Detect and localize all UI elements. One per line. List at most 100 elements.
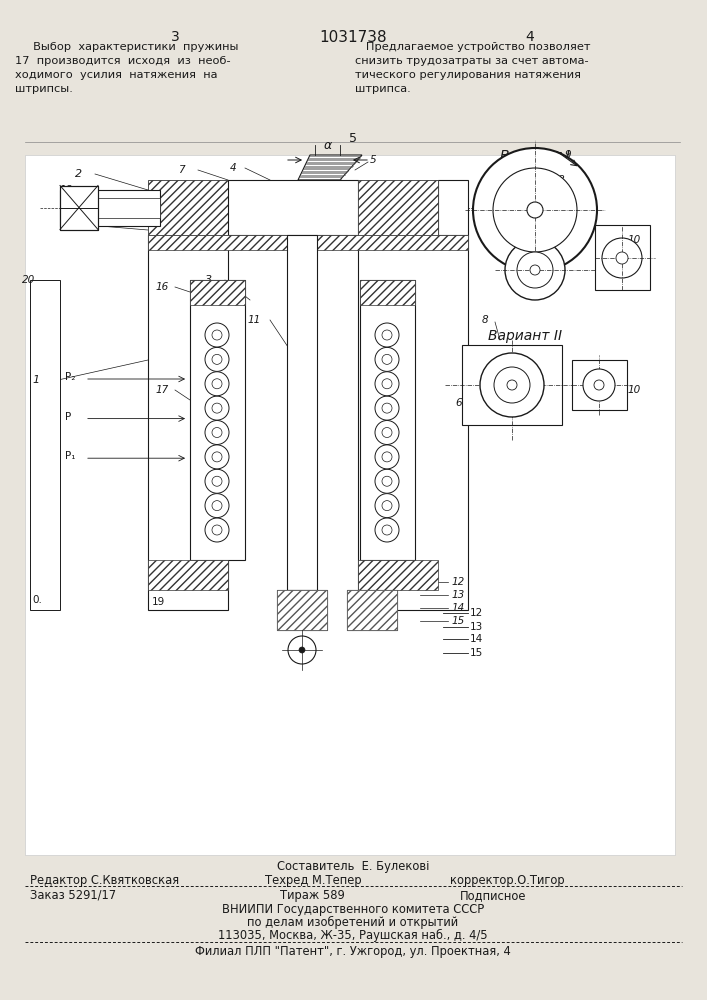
Circle shape [205, 323, 229, 347]
Text: Подписное: Подписное [460, 889, 527, 902]
Circle shape [205, 469, 229, 493]
Circle shape [375, 494, 399, 518]
Bar [287, 235, 317, 590]
Circle shape [382, 525, 392, 535]
Text: 8: 8 [558, 175, 565, 185]
Bar [60, 186, 98, 230]
Text: 17: 17 [155, 385, 168, 395]
Circle shape [530, 265, 540, 275]
Circle shape [382, 330, 392, 340]
Text: 0.: 0. [32, 595, 42, 605]
Text: 11: 11 [248, 315, 262, 325]
Circle shape [205, 494, 229, 518]
Circle shape [212, 525, 222, 535]
Circle shape [299, 647, 305, 653]
Circle shape [382, 403, 392, 413]
Circle shape [480, 353, 544, 417]
Text: 15: 15 [452, 616, 465, 626]
Bar [148, 180, 228, 235]
Text: Филиал ПЛП "Патент", г. Ужгород, ул. Проектная, 4: Филиал ПЛП "Патент", г. Ужгород, ул. Про… [195, 945, 511, 958]
Text: 20: 20 [22, 275, 35, 285]
Circle shape [507, 380, 517, 390]
Bar [25, 155, 675, 855]
Text: 2: 2 [75, 169, 82, 179]
Bar [358, 180, 438, 235]
Text: 1031738: 1031738 [319, 30, 387, 45]
Text: Вариант I: Вариант I [500, 149, 570, 163]
Text: Составитель  Е. Булекові: Составитель Е. Булекові [277, 860, 429, 873]
Circle shape [494, 367, 530, 403]
Bar [228, 180, 358, 235]
Circle shape [493, 168, 577, 252]
Bar [360, 280, 415, 560]
Circle shape [375, 323, 399, 347]
Bar [358, 560, 438, 590]
Bar [190, 280, 245, 305]
Text: 10: 10 [627, 235, 641, 245]
Text: 7: 7 [178, 165, 185, 175]
Circle shape [212, 476, 222, 486]
Circle shape [583, 369, 615, 401]
Bar [277, 590, 327, 630]
Text: 12: 12 [452, 577, 465, 587]
Circle shape [382, 476, 392, 486]
Text: 5: 5 [349, 132, 357, 145]
Text: 15: 15 [470, 648, 484, 658]
Circle shape [375, 518, 399, 542]
Text: Заказ 5291/17: Заказ 5291/17 [30, 889, 116, 902]
Text: P₂: P₂ [65, 372, 76, 382]
Text: 5: 5 [370, 155, 377, 165]
Text: 3: 3 [170, 30, 180, 44]
Bar [148, 235, 468, 250]
Bar [60, 186, 98, 230]
Text: 14: 14 [470, 634, 484, 644]
Circle shape [375, 420, 399, 444]
Bar [360, 280, 415, 305]
Circle shape [212, 501, 222, 511]
Circle shape [382, 379, 392, 389]
Text: 6: 6 [455, 398, 462, 408]
Text: 12: 12 [470, 607, 484, 617]
Circle shape [382, 452, 392, 462]
Bar [358, 180, 438, 235]
Bar [462, 345, 562, 425]
Text: 4: 4 [230, 163, 237, 173]
Circle shape [527, 202, 543, 218]
Circle shape [205, 396, 229, 420]
Circle shape [375, 469, 399, 493]
Bar [60, 190, 160, 226]
Bar [148, 235, 228, 610]
Circle shape [375, 445, 399, 469]
Circle shape [375, 347, 399, 371]
Circle shape [205, 347, 229, 371]
Text: Вариант II: Вариант II [488, 329, 562, 343]
Text: 18: 18 [60, 185, 74, 195]
Circle shape [382, 354, 392, 364]
Text: 113035, Москва, Ж-35, Раушская наб., д. 4/5: 113035, Москва, Ж-35, Раушская наб., д. … [218, 929, 488, 942]
Text: α: α [324, 139, 332, 152]
Bar [572, 360, 627, 410]
Text: 1: 1 [32, 375, 39, 385]
Circle shape [382, 501, 392, 511]
Circle shape [212, 452, 222, 462]
Text: 14: 14 [452, 603, 465, 613]
Text: 13: 13 [470, 621, 484, 632]
Text: 6: 6 [70, 220, 76, 230]
Bar [358, 235, 468, 610]
Polygon shape [298, 155, 362, 180]
Text: Предлагаемое устройство позволяет
снизить трудозатраты за счет автома-
тического: Предлагаемое устройство позволяет снизит… [355, 42, 590, 94]
Circle shape [375, 396, 399, 420]
Circle shape [375, 372, 399, 396]
Bar [595, 225, 650, 290]
Circle shape [382, 428, 392, 438]
Bar [148, 560, 228, 590]
Bar [347, 590, 397, 630]
Text: 13: 13 [452, 590, 465, 600]
Text: корректор.О.Тигор: корректор.О.Тигор [450, 874, 565, 887]
Text: 4: 4 [525, 30, 534, 44]
Text: ВНИИПИ Государственного комитета СССР: ВНИИПИ Государственного комитета СССР [222, 903, 484, 916]
Text: 19: 19 [152, 597, 165, 607]
Circle shape [602, 238, 642, 278]
Text: P: P [65, 412, 71, 422]
Text: 8: 8 [482, 315, 489, 325]
